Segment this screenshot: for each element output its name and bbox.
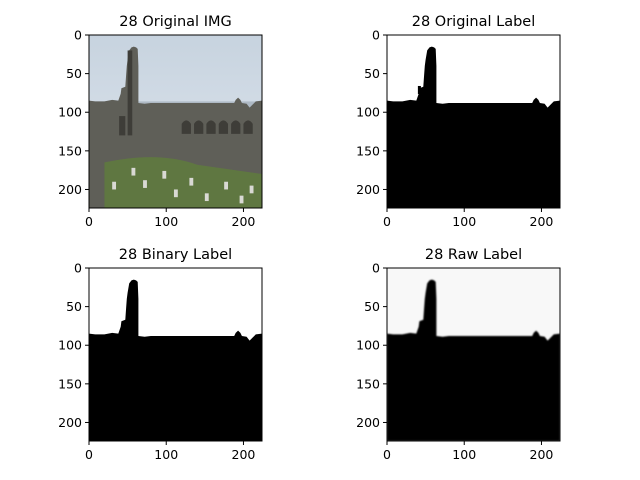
x-tick-label: 100 bbox=[452, 447, 476, 462]
y-tick-label: 150 bbox=[58, 376, 82, 391]
photo-window bbox=[119, 116, 126, 136]
y-tick-label: 100 bbox=[356, 338, 380, 353]
x-tick-label: 0 bbox=[383, 447, 391, 462]
y-tick-label: 50 bbox=[364, 66, 380, 81]
photo-gravestone bbox=[143, 180, 147, 188]
photo-tower-shadow bbox=[127, 50, 133, 136]
y-tick-label: 0 bbox=[74, 261, 82, 276]
mask-foreground bbox=[387, 46, 560, 208]
photo-arch bbox=[218, 120, 229, 134]
x-tick-label: 200 bbox=[530, 447, 554, 462]
photo-grass bbox=[104, 157, 262, 208]
panel-image bbox=[387, 268, 560, 441]
x-tick-label: 0 bbox=[85, 447, 93, 462]
axes-frame bbox=[88, 34, 263, 209]
photo-gravestone bbox=[162, 170, 167, 179]
y-tick-label: 200 bbox=[356, 182, 380, 197]
y-tick-label: 100 bbox=[58, 338, 82, 353]
y-tick-label: 0 bbox=[74, 28, 82, 43]
photo-gravestone bbox=[239, 195, 244, 204]
x-tick-label: 200 bbox=[232, 214, 256, 229]
panel-3: 28 Binary Label 0 100 200 0 50 100 150 200 bbox=[58, 247, 263, 462]
panel-4: 28 Raw Label 0 100 200 0 50 100 150 200 bbox=[356, 247, 561, 462]
x-tick-label: 100 bbox=[452, 214, 476, 229]
photo-gravestone bbox=[131, 167, 136, 176]
photo-gravestone bbox=[249, 185, 254, 194]
y-tick-label: 150 bbox=[356, 143, 380, 158]
photo-gravestone bbox=[173, 189, 178, 198]
x-tick-label: 200 bbox=[232, 447, 256, 462]
x-tick-label: 0 bbox=[85, 214, 93, 229]
x-tick-label: 100 bbox=[154, 447, 178, 462]
axes-frame bbox=[386, 267, 561, 442]
y-tick-label: 150 bbox=[58, 143, 82, 158]
panel-title: 28 Original Label bbox=[412, 14, 536, 30]
x-tick-label: 100 bbox=[154, 214, 178, 229]
y-tick-label: 0 bbox=[372, 261, 380, 276]
panel-title: 28 Raw Label bbox=[425, 247, 522, 263]
photo-arch bbox=[231, 120, 241, 134]
panel-image bbox=[89, 35, 262, 208]
y-tick-label: 200 bbox=[58, 182, 82, 197]
x-tick-label: 200 bbox=[530, 214, 554, 229]
y-tick-label: 0 bbox=[372, 28, 380, 43]
photo-arch bbox=[181, 120, 191, 134]
y-tick-label: 200 bbox=[58, 415, 82, 430]
y-tick-label: 150 bbox=[356, 376, 380, 391]
panel-1: 28 Original IMG 0 100 200 0 50 100 150 200 bbox=[58, 14, 263, 229]
photo-arch bbox=[206, 120, 216, 134]
photo-gravestone bbox=[204, 193, 209, 202]
y-tick-label: 200 bbox=[356, 415, 380, 430]
photo-arch bbox=[194, 120, 204, 134]
panel-title: 28 Original IMG bbox=[119, 14, 231, 30]
panel-title: 28 Binary Label bbox=[119, 247, 232, 263]
panel-2: 28 Original Label 0 100 200 0 50 100 150 200 bbox=[356, 14, 561, 229]
photo-gravestone bbox=[224, 181, 229, 190]
y-tick-label: 50 bbox=[66, 299, 82, 314]
photo-gravestone bbox=[112, 181, 117, 190]
panel-image bbox=[387, 35, 560, 208]
panel-image bbox=[89, 268, 262, 441]
y-tick-label: 100 bbox=[356, 105, 380, 120]
mask-foreground bbox=[387, 279, 560, 441]
y-tick-label: 50 bbox=[364, 299, 380, 314]
photo-gravestone bbox=[189, 177, 194, 186]
x-tick-label: 0 bbox=[383, 214, 391, 229]
mask-foreground bbox=[89, 279, 262, 441]
axes-frame bbox=[88, 267, 263, 442]
photo-arch bbox=[243, 120, 253, 134]
y-tick-label: 50 bbox=[66, 66, 82, 81]
y-tick-label: 100 bbox=[58, 105, 82, 120]
axes-frame bbox=[386, 34, 561, 209]
mask-spur bbox=[417, 85, 421, 94]
